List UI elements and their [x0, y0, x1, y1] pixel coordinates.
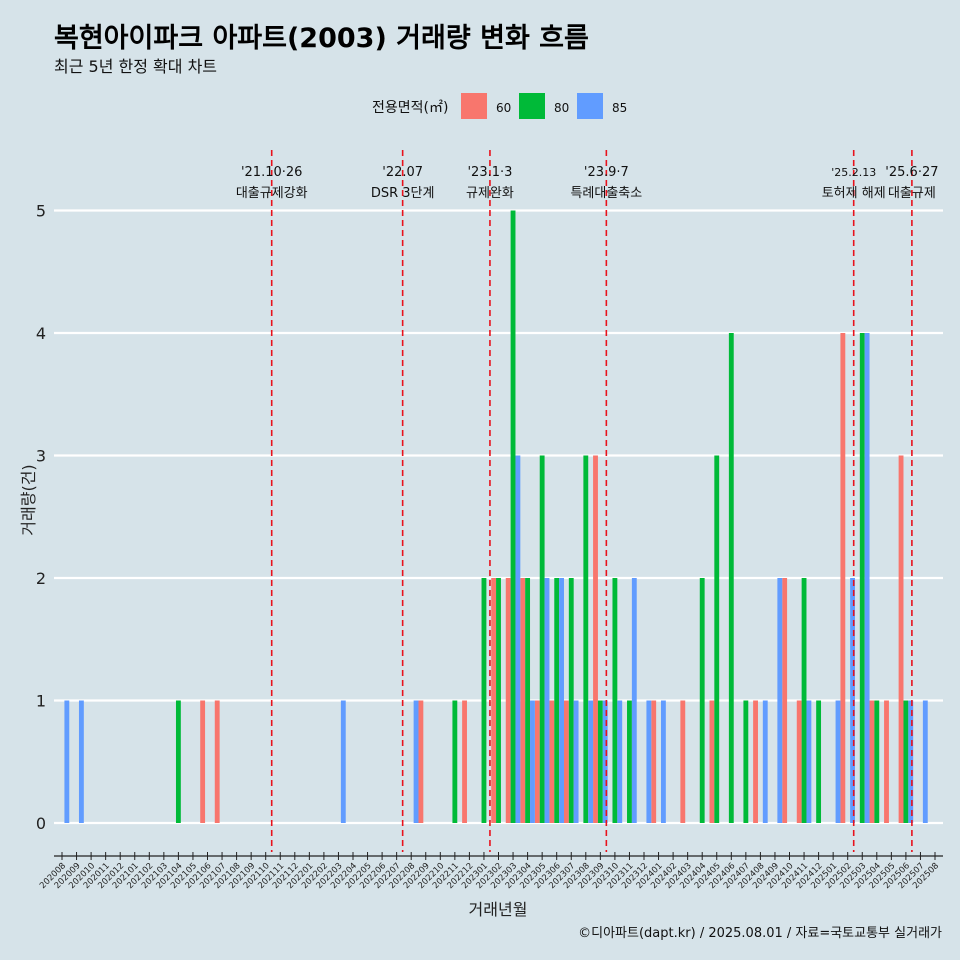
- bar: [782, 578, 788, 823]
- chart-title: 복현아이파크 아파트(2003) 거래량 변화 흐름: [54, 23, 589, 54]
- bar: [549, 700, 555, 823]
- bar: [869, 700, 875, 823]
- x-axis-title: 거래년월: [469, 900, 528, 919]
- bar: [777, 578, 783, 823]
- bar: [850, 578, 855, 823]
- bar: [699, 578, 705, 823]
- event-date-label: '25.2.13: [831, 166, 876, 179]
- bar: [728, 333, 734, 823]
- event-label: 대출규제강화: [236, 186, 308, 201]
- bar: [340, 700, 346, 823]
- y-tick-label: 4: [36, 324, 46, 343]
- bar: [481, 578, 487, 823]
- bar: [898, 455, 904, 823]
- bar: [709, 700, 715, 823]
- event-label: 특례대출축소: [570, 186, 642, 201]
- legend-title: 전용면적(㎡): [372, 100, 448, 116]
- bar: [78, 700, 84, 823]
- bar: [200, 700, 206, 823]
- bar: [491, 578, 497, 823]
- bar: [835, 700, 841, 823]
- bar: [806, 700, 812, 823]
- legend-label: 85: [612, 101, 627, 115]
- event-label: 대출규제: [888, 186, 936, 201]
- y-tick-label: 5: [36, 202, 46, 221]
- bar: [64, 700, 70, 823]
- bar: [559, 578, 564, 823]
- bar: [646, 700, 652, 823]
- bar: [859, 333, 865, 823]
- bar: [617, 700, 623, 823]
- bar: [922, 700, 928, 823]
- bar: [525, 578, 531, 823]
- bar: [597, 700, 603, 823]
- bar: [602, 700, 608, 823]
- bar: [627, 700, 632, 823]
- bar: [413, 700, 419, 823]
- bar: [568, 578, 574, 823]
- event-label: DSR 3단계: [371, 186, 435, 201]
- bar: [593, 455, 598, 823]
- legend-swatch: [519, 93, 545, 119]
- bar: [680, 700, 686, 823]
- bar: [753, 700, 758, 823]
- y-tick-label: 3: [36, 447, 46, 466]
- bar: [612, 578, 618, 823]
- event-label: 토허제 해제: [822, 186, 886, 201]
- event-label: 규제완화: [466, 186, 514, 201]
- y-axis-title: 거래량(건): [19, 464, 38, 535]
- bar: [874, 700, 880, 823]
- bar: [520, 578, 526, 823]
- y-tick-label: 1: [36, 692, 46, 711]
- bar: [515, 455, 521, 823]
- bar: [864, 333, 870, 823]
- event-date-label: '22.07: [382, 165, 423, 180]
- bar: [908, 700, 914, 823]
- bar: [588, 700, 594, 823]
- chart-subtitle: 최근 5년 한정 확대 차트: [54, 57, 218, 76]
- bar: [840, 333, 846, 823]
- bar: [175, 700, 181, 823]
- bar: [714, 455, 720, 823]
- legend-swatch: [461, 93, 487, 119]
- bar: [530, 700, 535, 823]
- bar: [816, 700, 822, 823]
- bar: [544, 578, 550, 823]
- bar: [762, 700, 768, 823]
- legend-label: 80: [554, 101, 569, 115]
- bar: [554, 578, 560, 823]
- bar: [510, 210, 516, 823]
- bar: [631, 578, 637, 823]
- bar: [743, 700, 749, 823]
- legend-label: 60: [496, 101, 511, 115]
- bar: [496, 578, 501, 823]
- bar: [801, 578, 807, 823]
- bar: [462, 700, 467, 823]
- bar: [796, 700, 802, 823]
- bar: [903, 700, 909, 823]
- bar: [539, 455, 545, 823]
- bar: [660, 700, 666, 823]
- bar: [214, 700, 220, 823]
- bar: [884, 700, 889, 823]
- bar: [534, 700, 540, 823]
- event-date-label: '25.6·27: [885, 165, 938, 180]
- legend-swatch: [577, 93, 603, 119]
- bar: [452, 700, 458, 823]
- bar: [583, 455, 589, 823]
- bar: [563, 700, 569, 823]
- event-date-label: '23.1·3: [467, 165, 512, 180]
- event-date-label: '21.10·26: [241, 165, 302, 180]
- event-date-label: '23.9·7: [584, 165, 629, 180]
- bar: [418, 700, 424, 823]
- y-tick-label: 2: [36, 569, 46, 588]
- bar: [573, 700, 579, 823]
- source-caption: ©디아파트(dapt.kr) / 2025.08.01 / 자료=국토교통부 실…: [578, 926, 942, 941]
- bar: [505, 578, 511, 823]
- bar: [651, 700, 657, 823]
- y-tick-label: 0: [36, 814, 46, 833]
